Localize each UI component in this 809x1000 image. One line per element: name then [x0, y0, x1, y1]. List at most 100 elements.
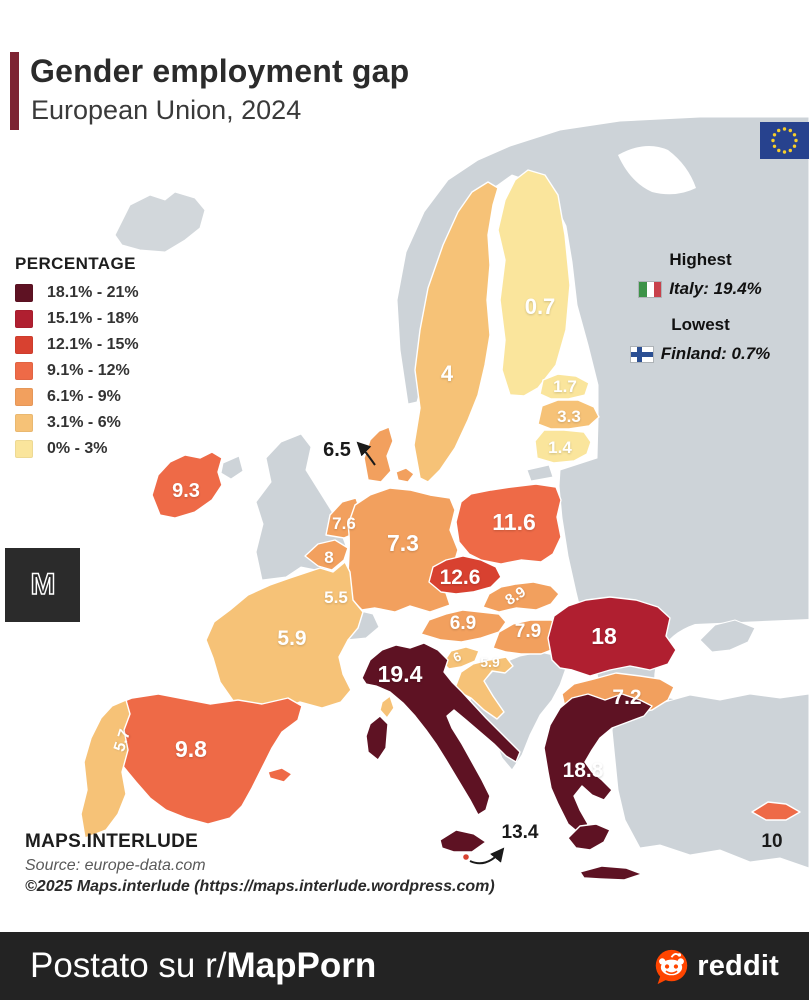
- region-noneu-kaliningrad: [526, 464, 554, 482]
- footer-bar: Postato su r/MapPorn reddit: [0, 932, 809, 1000]
- region-noneu-nireland: [220, 455, 244, 480]
- country-label-germany: 7.3: [387, 530, 419, 556]
- country-label-czechia: 12.6: [440, 566, 481, 589]
- country-label-malta: 13.4: [502, 822, 539, 843]
- italy-flag-icon: [639, 281, 662, 297]
- legend-item-3: 9.1% - 12%: [15, 362, 235, 380]
- legend-item-6: 0% - 3%: [15, 440, 235, 458]
- legend-swatch: [15, 310, 33, 328]
- country-spain-region: [97, 693, 303, 825]
- legend-swatch: [15, 388, 33, 406]
- footer-caption-prefix: Postato su r/: [30, 946, 227, 985]
- lowest-title: Lowest: [671, 315, 730, 334]
- eu-flag: [760, 122, 809, 159]
- country-label-ireland: 9.3: [172, 480, 200, 502]
- region-noneu-crimea: [699, 619, 756, 653]
- reddit-snoo-icon: [656, 949, 688, 984]
- country-portugal-region: [80, 699, 131, 839]
- eu-flag-star: [794, 138, 798, 143]
- m-logo-letter: M: [30, 568, 55, 601]
- country-estonia-region: [539, 373, 590, 400]
- eu-flag-star: [782, 127, 787, 131]
- eu-flag-star: [792, 144, 797, 148]
- country-greece-crete: [579, 865, 643, 881]
- malta-callout-arrow: [469, 847, 505, 865]
- country-slovenia-region: [442, 646, 480, 670]
- country-label-bulgaria: 7.2: [612, 686, 641, 709]
- legend-label: 9.1% - 12%: [47, 362, 130, 379]
- page-title: Gender employment gap: [30, 53, 410, 89]
- country-italy-sicily: [439, 829, 487, 853]
- legend-item-2: 12.1% - 15%: [15, 336, 235, 354]
- extremes-callout: Highest Italy: 19.4% Lowest Finland: 0.7…: [598, 250, 803, 380]
- country-label-italy: 19.4: [378, 661, 423, 687]
- legend-item-4: 6.1% - 9%: [15, 388, 235, 406]
- country-label-luxembourg: 5.5: [324, 588, 348, 607]
- legend-swatch: [15, 414, 33, 432]
- legend-label: 15.1% - 18%: [47, 310, 139, 327]
- legend-swatch: [15, 362, 33, 380]
- country-france-corsica: [379, 695, 395, 719]
- country-label-portugal: 5.7: [111, 727, 134, 754]
- highest-value: Italy: 19.4%: [669, 279, 762, 298]
- title-accent-bar: [10, 52, 19, 130]
- country-label-lithuania: 1.4: [548, 438, 572, 457]
- legend-swatch: [15, 336, 33, 354]
- country-croatia-region: [454, 656, 514, 720]
- lowest-row: Finland: 0.7%: [598, 344, 803, 364]
- sea-black-sea: [654, 619, 809, 707]
- country-belgium-region: [304, 539, 349, 571]
- country-cyprus-region: [751, 801, 801, 821]
- legend-label: 12.1% - 15%: [47, 336, 139, 353]
- footer-caption-subreddit: MapPorn: [226, 946, 377, 985]
- country-label-croatia: 5.9: [480, 654, 500, 670]
- eu-flag-star: [792, 133, 797, 137]
- legend-item-0: 18.1% - 21%: [15, 284, 235, 302]
- legend-title: PERCENTAGE: [15, 254, 136, 273]
- eu-flag-star: [788, 128, 792, 133]
- eu-flag-star: [788, 148, 792, 153]
- country-label-romania: 18: [591, 623, 617, 649]
- attribution-brand: MAPS.INTERLUDE: [25, 831, 199, 852]
- legend-rows: 18.1% - 21% 15.1% - 18% 12.1% - 15% 9.1% - …: [15, 284, 235, 458]
- eu-flag-stars: [771, 127, 798, 154]
- country-label-finland: 0.7: [525, 294, 556, 319]
- legend-item-1: 15.1% - 18%: [15, 310, 235, 328]
- legend-item-5: 3.1% - 6%: [15, 414, 235, 432]
- country-label-hungary: 7.9: [515, 621, 541, 642]
- legend-swatch: [15, 440, 33, 458]
- country-label-greece: 18.8: [563, 759, 604, 782]
- region-noneu-iceland: [114, 191, 206, 253]
- lowest-value: Finland: 0.7%: [660, 344, 771, 363]
- country-sweden-region: [413, 181, 499, 483]
- reddit-logo: reddit: [653, 948, 779, 985]
- eu-flag-star: [771, 138, 775, 143]
- reddit-wordmark: reddit: [697, 949, 779, 982]
- eu-flag-star: [772, 144, 777, 148]
- country-label-france: 5.9: [277, 627, 306, 650]
- country-lithuania-region: [534, 429, 592, 464]
- country-greece-peloponnese: [567, 823, 611, 851]
- eu-flag-star: [782, 150, 787, 154]
- legend-label: 6.1% - 9%: [47, 388, 121, 405]
- highest-title: Highest: [669, 250, 732, 269]
- finland-flag-icon: [630, 346, 653, 362]
- eu-flag-star: [777, 148, 781, 153]
- country-denmark-islands: [395, 467, 415, 483]
- sea-white-sea: [618, 146, 696, 195]
- attribution-copyright: ©2025 Maps.interlude (https://maps.inter…: [25, 878, 495, 895]
- attribution: MAPS.INTERLUDE Source: europe-data.com ©…: [25, 831, 495, 896]
- country-italy-sardinia: [365, 715, 389, 761]
- country-czechia-region: [428, 555, 502, 595]
- country-label-latvia: 3.3: [557, 407, 581, 426]
- legend-swatch: [15, 284, 33, 302]
- country-malta-region: [461, 852, 471, 862]
- country-france-region: [205, 561, 364, 711]
- attribution-source: Source: europe-data.com: [25, 857, 206, 874]
- footer-caption: Postato su r/MapPorn: [30, 946, 376, 986]
- legend-label: 3.1% - 6%: [47, 414, 121, 431]
- legend: PERCENTAGE 18.1% - 21% 15.1% - 18% 12.1% -…: [15, 254, 235, 466]
- country-label-spain: 9.8: [175, 736, 207, 762]
- country-romania-region: [547, 596, 677, 677]
